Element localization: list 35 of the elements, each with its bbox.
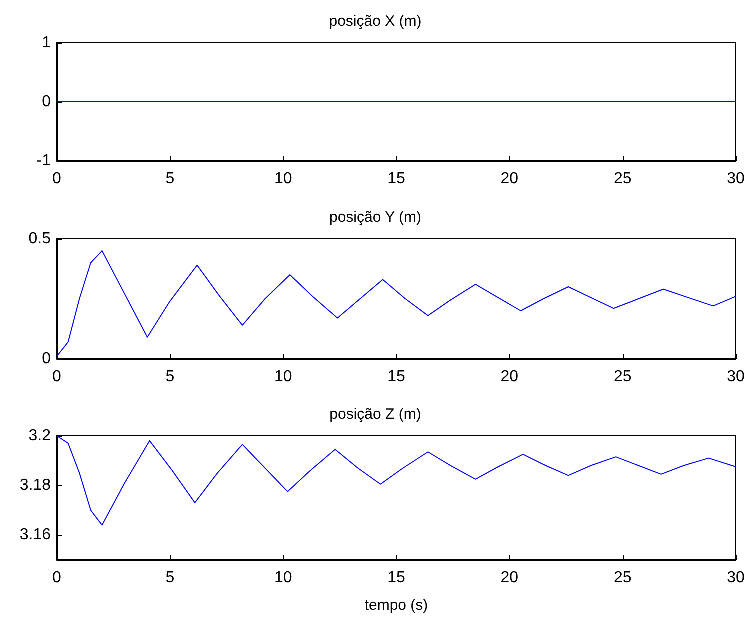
line-series	[56, 436, 736, 526]
y-tick-label: 3.18	[20, 477, 52, 494]
line-series	[56, 250, 736, 358]
y-tick-label: 1	[42, 34, 52, 52]
x-tick-label: 0	[52, 368, 62, 386]
x-tick-label: 25	[614, 170, 632, 188]
x-tick-label: 30	[727, 170, 745, 188]
x-tick-label: 25	[614, 570, 632, 586]
x-tick-label: 15	[388, 368, 406, 386]
x-tick-label: 15	[388, 570, 406, 586]
chart-title: posição Y (m)	[330, 209, 422, 226]
x-tick-label: 10	[274, 368, 292, 386]
x-axis-title: tempo (s)	[364, 597, 428, 614]
chart-title: posição X (m)	[329, 13, 422, 30]
y-tick-label: 0	[42, 94, 52, 110]
x-tick-label: 5	[166, 170, 175, 188]
x-tick-label: 5	[166, 570, 175, 586]
x-tick-label: 5	[166, 368, 175, 386]
y-tick-label: 0	[42, 350, 52, 368]
chart-title: posição Z (m)	[330, 406, 422, 423]
x-tick-label: 10	[274, 570, 292, 586]
x-tick-label: 15	[388, 170, 406, 188]
x-tick-label: 20	[500, 570, 519, 586]
y-tick-label: 0.5	[28, 230, 52, 248]
x-tick-label: 0	[52, 170, 62, 188]
x-tick-label: 30	[727, 368, 745, 386]
y-tick-label: -1	[36, 152, 52, 170]
x-tick-label: 20	[500, 170, 519, 188]
x-tick-label: 0	[52, 570, 62, 586]
y-tick-label: 3.16	[20, 526, 52, 544]
x-tick-label: 25	[614, 368, 632, 386]
x-tick-label: 20	[500, 368, 519, 386]
x-tick-label: 30	[727, 570, 745, 586]
x-tick-label: 10	[274, 170, 292, 188]
y-tick-label: 3.2	[28, 428, 52, 444]
